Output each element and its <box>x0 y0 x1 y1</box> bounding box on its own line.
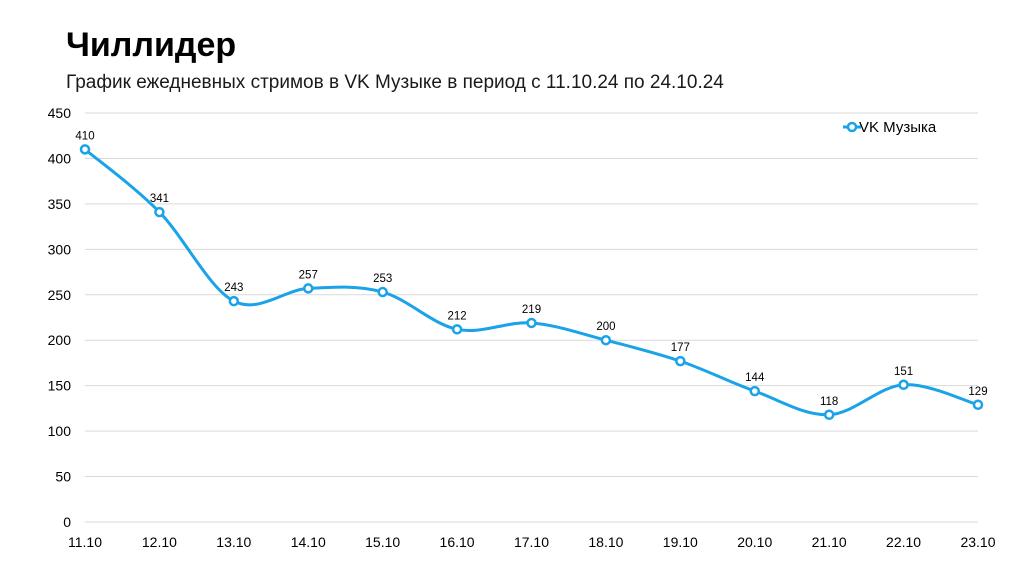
data-label: 257 <box>299 269 318 281</box>
data-label: 212 <box>447 310 466 322</box>
x-tick-label: 11.10 <box>68 534 102 550</box>
data-point <box>377 286 388 298</box>
x-axis-ticks: 11.10 12.10 13.10 14.10 15.10 16.10 17.10 18.10… <box>68 534 996 550</box>
x-tick-label: 16.10 <box>440 534 475 550</box>
x-tick-label: 17.10 <box>514 534 549 550</box>
x-tick-label: 21.10 <box>812 534 847 550</box>
y-tick-label: 400 <box>48 150 72 166</box>
y-tick-label: 150 <box>48 378 72 394</box>
y-tick-label: 100 <box>48 423 72 439</box>
x-tick-label: 15.10 <box>365 534 400 550</box>
y-tick-label: 350 <box>48 196 72 212</box>
data-label: 219 <box>522 304 541 316</box>
chart-subtitle: График ежедневных стримов в VK Музыке в … <box>66 72 724 93</box>
x-tick-label: 14.10 <box>291 534 326 550</box>
x-tick-label: 12.10 <box>142 534 177 550</box>
data-point <box>154 206 165 218</box>
data-label: 410 <box>75 130 94 142</box>
y-tick-label: 250 <box>48 287 72 303</box>
series-line <box>83 147 980 417</box>
legend-label: VK Музыка <box>859 119 937 136</box>
data-label: 243 <box>224 282 243 294</box>
legend: VK Музыка <box>843 119 937 136</box>
data-point <box>526 317 537 329</box>
y-axis-ticks: 0 50 100 150 200 250 300 350 400 450 <box>48 105 72 530</box>
x-tick-label: 20.10 <box>737 534 772 550</box>
x-tick-label: 13.10 <box>216 534 251 550</box>
y-tick-label: 50 <box>55 469 71 485</box>
series-vk-music: 410 341 243 257 253 212 219 200 177 144 118 151 129 <box>75 130 988 421</box>
data-label: 144 <box>745 372 765 384</box>
y-tick-label: 200 <box>48 332 72 348</box>
data-label: 177 <box>671 342 690 354</box>
data-point <box>898 379 909 391</box>
x-tick-label: 18.10 <box>588 534 623 550</box>
data-label: 253 <box>373 273 392 285</box>
data-point <box>79 144 91 155</box>
x-tick-label: 19.10 <box>663 534 698 550</box>
x-tick-label: 23.10 <box>960 534 995 550</box>
data-point <box>823 409 835 421</box>
x-tick-label: 22.10 <box>886 534 921 550</box>
data-label: 341 <box>150 193 169 205</box>
grid-lines <box>85 112 978 523</box>
data-point <box>303 283 314 294</box>
data-label: 151 <box>894 366 913 378</box>
data-label: 118 <box>820 396 838 408</box>
data-point <box>600 334 612 346</box>
data-point <box>228 295 240 307</box>
y-tick-label: 0 <box>63 514 71 530</box>
y-tick-label: 450 <box>48 105 72 121</box>
data-point <box>675 355 686 367</box>
data-point <box>451 324 463 335</box>
data-label: 129 <box>968 386 987 398</box>
data-point <box>749 385 760 397</box>
chart-title: Чиллидер <box>66 26 237 64</box>
data-point <box>972 399 984 411</box>
data-label: 200 <box>596 321 615 333</box>
y-tick-label: 300 <box>48 241 72 257</box>
legend-marker <box>846 121 858 133</box>
